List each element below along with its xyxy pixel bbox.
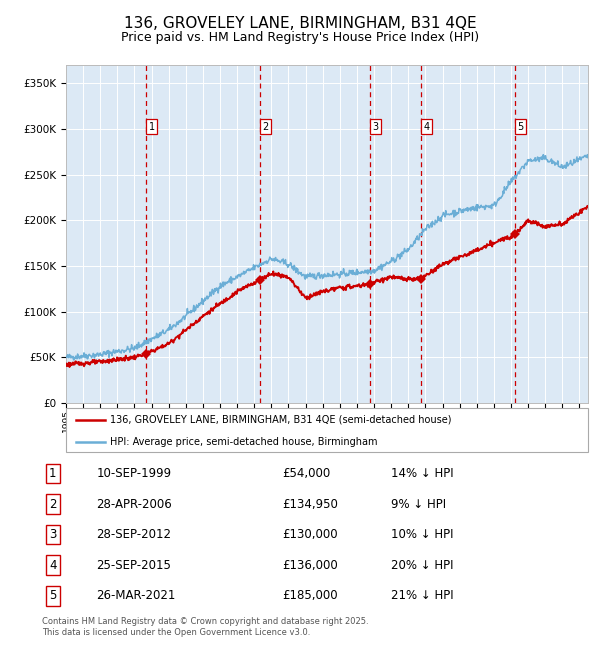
Text: 9% ↓ HPI: 9% ↓ HPI (391, 498, 446, 511)
Text: 20% ↓ HPI: 20% ↓ HPI (391, 559, 454, 572)
Text: 25-SEP-2015: 25-SEP-2015 (97, 559, 172, 572)
Text: 10% ↓ HPI: 10% ↓ HPI (391, 528, 454, 541)
Text: £130,000: £130,000 (282, 528, 338, 541)
Text: 5: 5 (517, 122, 524, 132)
Text: Price paid vs. HM Land Registry's House Price Index (HPI): Price paid vs. HM Land Registry's House … (121, 31, 479, 44)
Text: 10-SEP-1999: 10-SEP-1999 (97, 467, 172, 480)
Text: HPI: Average price, semi-detached house, Birmingham: HPI: Average price, semi-detached house,… (110, 437, 378, 447)
Text: 2: 2 (262, 122, 269, 132)
Text: 1: 1 (149, 122, 155, 132)
Text: 1: 1 (49, 467, 56, 480)
Text: 28-SEP-2012: 28-SEP-2012 (97, 528, 172, 541)
Text: 4: 4 (424, 122, 430, 132)
Text: 5: 5 (49, 589, 56, 602)
FancyBboxPatch shape (66, 408, 588, 452)
Text: £134,950: £134,950 (282, 498, 338, 511)
Text: £136,000: £136,000 (282, 559, 338, 572)
Text: 21% ↓ HPI: 21% ↓ HPI (391, 589, 454, 602)
Text: 26-MAR-2021: 26-MAR-2021 (97, 589, 176, 602)
Text: 14% ↓ HPI: 14% ↓ HPI (391, 467, 454, 480)
Text: 136, GROVELEY LANE, BIRMINGHAM, B31 4QE (semi-detached house): 136, GROVELEY LANE, BIRMINGHAM, B31 4QE … (110, 415, 452, 425)
Text: £54,000: £54,000 (282, 467, 331, 480)
Text: Contains HM Land Registry data © Crown copyright and database right 2025.
This d: Contains HM Land Registry data © Crown c… (42, 618, 368, 637)
Text: £185,000: £185,000 (282, 589, 338, 602)
Text: 4: 4 (49, 559, 56, 572)
Text: 3: 3 (372, 122, 379, 132)
Text: 136, GROVELEY LANE, BIRMINGHAM, B31 4QE: 136, GROVELEY LANE, BIRMINGHAM, B31 4QE (124, 16, 476, 31)
Text: 3: 3 (49, 528, 56, 541)
Text: 2: 2 (49, 498, 56, 511)
Text: 28-APR-2006: 28-APR-2006 (97, 498, 172, 511)
